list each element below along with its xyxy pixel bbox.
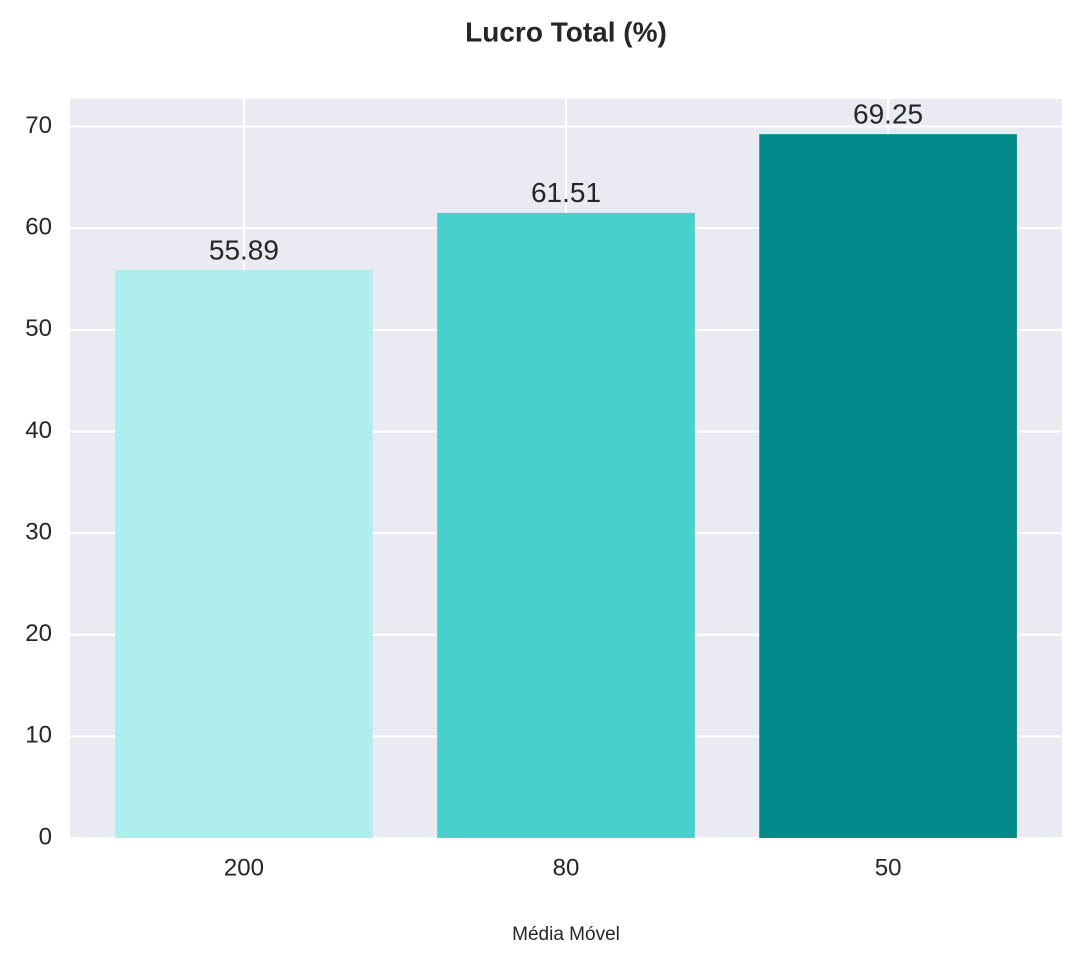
y-tick-label: 60 (25, 214, 52, 241)
x-tick-label: 50 (875, 854, 902, 881)
bar (759, 134, 1017, 839)
x-tick-label: 80 (553, 854, 580, 881)
y-tick-label: 70 (25, 112, 52, 139)
value-label: 55.89 (209, 234, 279, 265)
y-tick-label: 30 (25, 518, 52, 545)
chart-title: Lucro Total (%) (465, 16, 667, 47)
y-tick-label: 0 (39, 823, 52, 850)
y-tick-label: 50 (25, 315, 52, 342)
y-tick-label: 20 (25, 620, 52, 647)
y-tick-label: 10 (25, 722, 52, 749)
value-label: 61.51 (531, 177, 601, 208)
y-tick-label: 40 (25, 417, 52, 444)
x-axis-label: Média Móvel (512, 924, 620, 945)
value-label: 69.25 (853, 99, 923, 130)
x-tick-label: 200 (224, 854, 264, 881)
bar (115, 269, 373, 838)
bar (437, 212, 695, 839)
